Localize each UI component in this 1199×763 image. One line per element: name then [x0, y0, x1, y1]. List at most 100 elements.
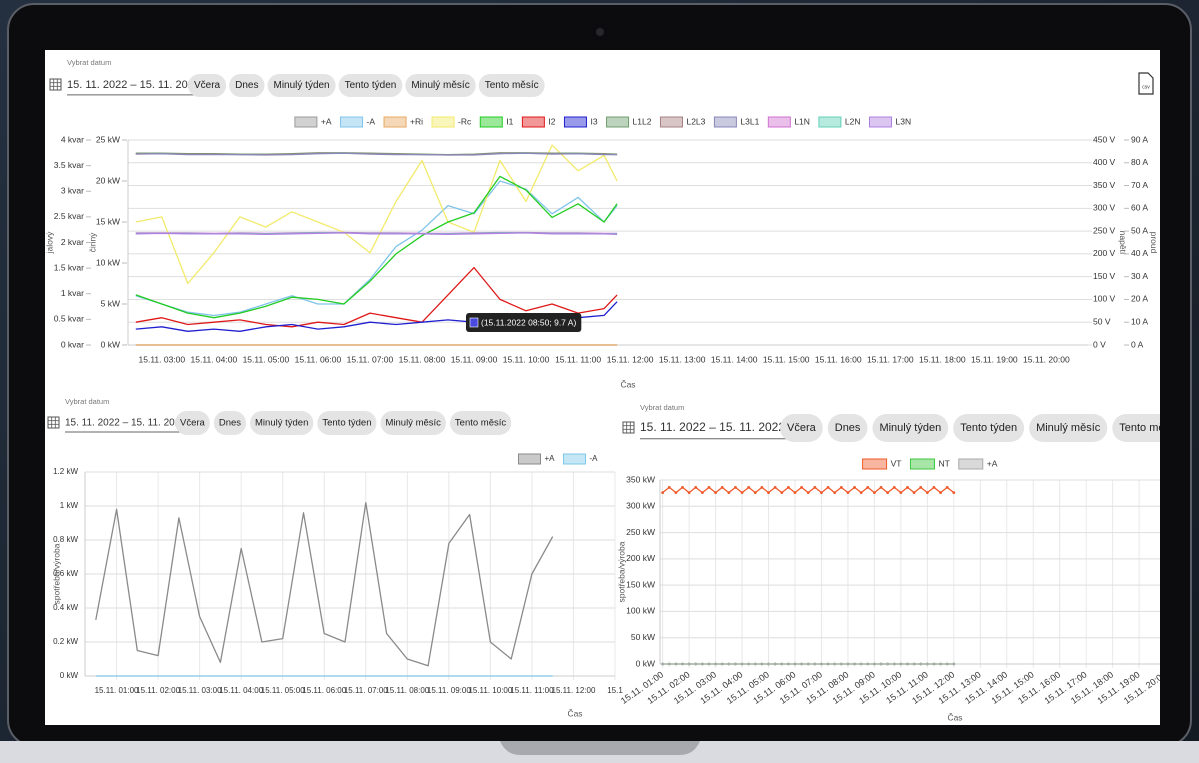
legend-label[interactable]: NT	[938, 458, 949, 468]
series-point	[952, 491, 955, 494]
legend-swatch[interactable]	[870, 117, 892, 127]
legend-label[interactable]: +A	[321, 116, 332, 126]
legend-label[interactable]: I3	[590, 116, 597, 126]
series-point	[919, 663, 922, 666]
legend-label[interactable]: L2L3	[686, 116, 705, 126]
filter-button-label[interactable]: Tento měsíc	[485, 80, 539, 91]
legend-swatch[interactable]	[295, 117, 317, 127]
filter-button-label[interactable]: Tento týden	[345, 80, 397, 91]
filter-button-label[interactable]: Minulý měsíc	[411, 80, 469, 91]
legend-label[interactable]: +Ri	[410, 116, 423, 126]
legend-swatch[interactable]	[564, 117, 586, 127]
filter-button-label[interactable]: Včera	[787, 422, 817, 434]
legend-swatch[interactable]	[863, 459, 887, 469]
y-tick-label: 100 V	[1093, 294, 1116, 304]
legend-swatch[interactable]	[660, 117, 682, 127]
series-point	[714, 491, 717, 494]
legend-swatch[interactable]	[341, 117, 363, 127]
filter-button-label[interactable]: Včera	[194, 80, 221, 91]
filter-button-label[interactable]: Včera	[180, 418, 206, 429]
legend-swatch[interactable]	[384, 117, 406, 127]
x-tick-label: 15.11. 19:00	[971, 354, 1018, 364]
series-point	[701, 491, 704, 494]
series-point	[681, 486, 684, 489]
filter-button-label[interactable]: Minulý měsíc	[1036, 422, 1101, 434]
screen	[45, 50, 1160, 725]
legend-swatch[interactable]	[910, 459, 934, 469]
filter-button-label[interactable]: Minulý týden	[879, 422, 941, 434]
legend-label[interactable]: L1L2	[633, 116, 652, 126]
filter-button-label[interactable]: Tento měsíc	[455, 418, 506, 429]
legend-label[interactable]: -Rc	[458, 116, 472, 126]
date-label: Vybrat datum	[65, 397, 109, 406]
y-tick-label: 80 A	[1131, 157, 1148, 167]
legend-label[interactable]: L1N	[794, 116, 810, 126]
x-tick-label: 15.11. 18:00	[919, 354, 966, 364]
series-point	[833, 491, 836, 494]
legend-swatch[interactable]	[564, 454, 586, 464]
y-tick-label: 300 V	[1093, 203, 1116, 213]
legend-swatch[interactable]	[480, 117, 502, 127]
legend-swatch[interactable]	[959, 459, 983, 469]
legend-label[interactable]: I1	[506, 116, 513, 126]
series-point	[734, 663, 737, 666]
filter-button-label[interactable]: Dnes	[235, 80, 258, 91]
legend-label[interactable]: VT	[891, 458, 902, 468]
x-tick-label: 15.11. 05:00	[261, 686, 305, 695]
legend-label[interactable]: +A	[544, 454, 555, 463]
x-tick-label: 15.11. 17:00	[867, 354, 914, 364]
filter-button-label[interactable]: Dnes	[219, 418, 241, 429]
filter-button-label[interactable]: Minulý týden	[255, 418, 308, 429]
date-range-input[interactable]: 15. 11. 2022 – 15. 11. 2022	[65, 418, 186, 429]
legend-label[interactable]: -A	[590, 454, 599, 463]
x-axis-title: Čas	[947, 712, 962, 722]
series-point	[840, 663, 843, 666]
legend-swatch[interactable]	[768, 117, 790, 127]
legend-label[interactable]: +A	[987, 458, 998, 468]
y-tick-label: 5 kW	[101, 298, 120, 308]
legend-swatch[interactable]	[714, 117, 736, 127]
series-point	[847, 663, 850, 666]
y-tick-label: 250 kW	[626, 527, 655, 537]
legend-label[interactable]: L3L1	[740, 116, 759, 126]
date-label: Vybrat datum	[67, 58, 111, 67]
y-tick-label: 0 kvar	[61, 339, 84, 349]
legend-label[interactable]: L3N	[896, 116, 912, 126]
series-point	[939, 491, 942, 494]
series-point	[774, 486, 777, 489]
filter-button-label[interactable]: Minulý týden	[273, 80, 329, 91]
series-point	[747, 663, 750, 666]
date-range-input[interactable]: 15. 11. 2022 – 15. 11. 2022	[640, 420, 785, 434]
x-tick-label: 15.1	[607, 686, 623, 695]
filter-button-label[interactable]: Tento týden	[960, 422, 1017, 434]
x-tick-label: 15.11. 03:00	[178, 686, 222, 695]
series-point	[794, 491, 797, 494]
x-tick-label: 15.11. 06:00	[302, 686, 346, 695]
y-tick-label: 450 V	[1093, 134, 1116, 144]
y-tick-label: 2 kvar	[61, 237, 84, 247]
series-point	[899, 663, 902, 666]
legend-label[interactable]: -A	[367, 116, 376, 126]
y-axis-title: činný	[87, 232, 97, 253]
legend-label[interactable]: L2N	[845, 116, 861, 126]
filter-button-label[interactable]: Tento týden	[322, 418, 371, 429]
date-range-input[interactable]: 15. 11. 2022 – 15. 11. 2022	[67, 79, 200, 91]
filter-button-label[interactable]: Dnes	[835, 422, 861, 434]
csv-export-label[interactable]: csv	[1142, 84, 1150, 90]
legend-swatch[interactable]	[432, 117, 454, 127]
series-point	[813, 663, 816, 666]
y-axis-title: proud	[1149, 232, 1159, 254]
x-tick-label: 15.11. 02:00	[136, 686, 180, 695]
series-point	[866, 486, 869, 489]
y-tick-label: 25 kW	[96, 134, 120, 144]
legend-swatch[interactable]	[522, 117, 544, 127]
filter-button-label[interactable]: Minulý měsíc	[385, 418, 441, 429]
series-point	[761, 486, 764, 489]
date-label: Vybrat datum	[640, 403, 684, 412]
legend-swatch[interactable]	[518, 454, 540, 464]
series-point	[873, 663, 876, 666]
y-tick-label: 150 V	[1093, 271, 1116, 281]
legend-swatch[interactable]	[819, 117, 841, 127]
legend-swatch[interactable]	[607, 117, 629, 127]
legend-label[interactable]: I2	[548, 116, 555, 126]
